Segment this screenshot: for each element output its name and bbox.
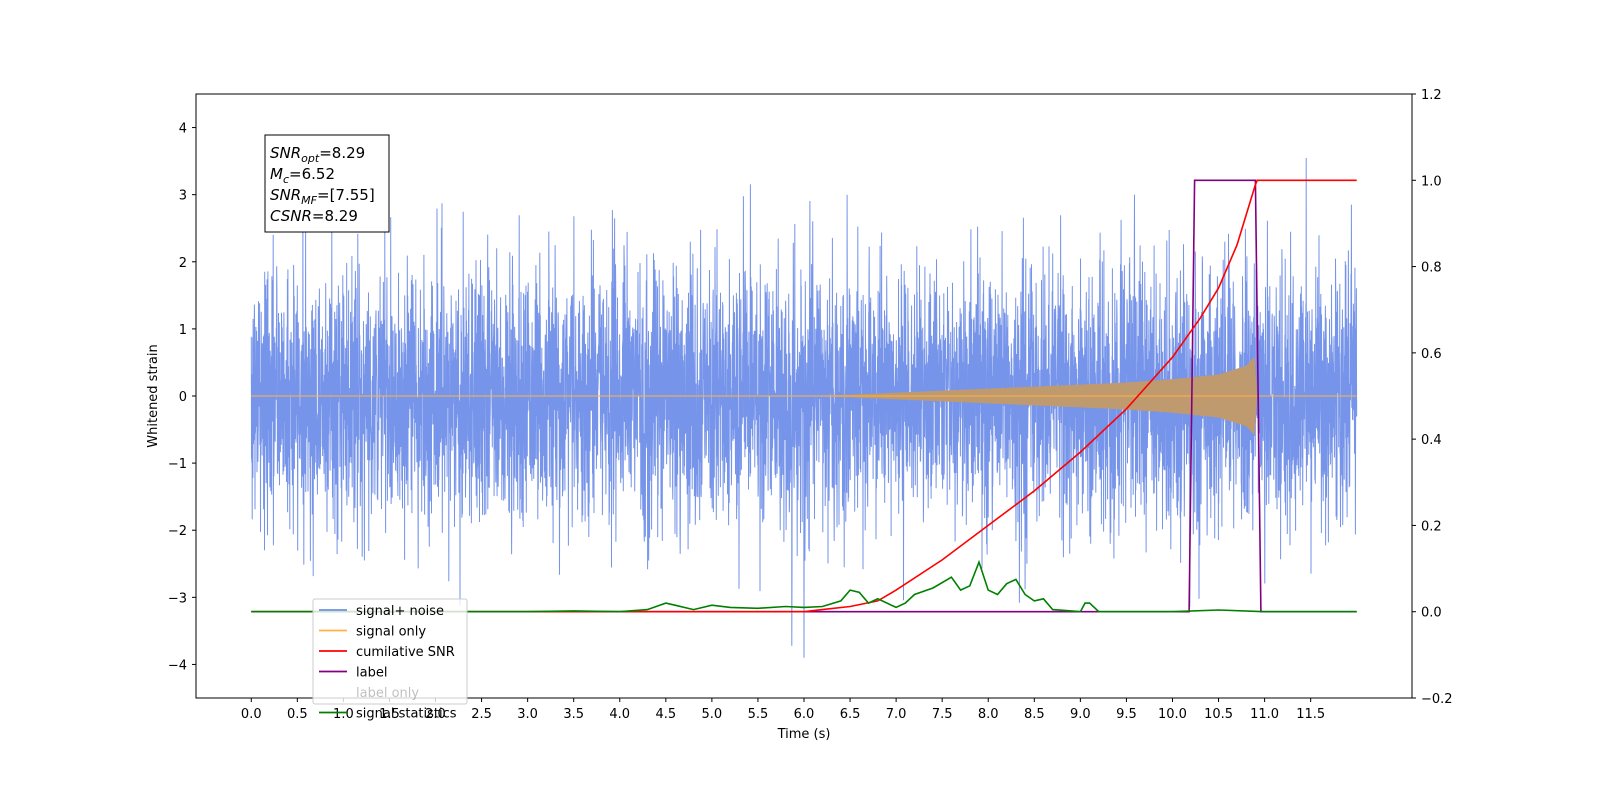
stats-box-frame — [264, 134, 390, 233]
x-tick-label: 1.5 — [379, 707, 400, 722]
x-tick-label: 2.0 — [425, 707, 446, 722]
y-tick-label: −4 — [168, 658, 187, 673]
y2-tick-label: 1.0 — [1421, 174, 1442, 189]
series-signal-noise — [250, 157, 1358, 658]
x-tick-label: 9.5 — [1116, 707, 1137, 722]
y2-tick-label: 0.8 — [1421, 261, 1442, 276]
stats-symbol: CSNR — [270, 207, 312, 225]
series-signal-statistics — [251, 559, 1357, 613]
y-tick-label: −3 — [168, 591, 187, 606]
y-axis-left: −4 −3 −2 −1 0 1 2 3 4 — [168, 122, 196, 673]
x-tick-label: 7.5 — [932, 707, 953, 722]
x-axis: 0.0 0.5 1.0 1.5 2.0 2.5 3.0 3.5 4.0 4.5 5.0 5.5 6.0 6… — [241, 698, 1325, 722]
x-tick-label: 7.0 — [886, 707, 907, 722]
y-axis-label: Whitened strain — [146, 344, 161, 447]
x-axis-label: Time (s) — [777, 727, 831, 742]
y-tick-label: 3 — [179, 189, 187, 204]
stats-value: =[7.55] — [317, 186, 375, 204]
y-tick-label: −1 — [168, 457, 187, 472]
stats-value: =6.52 — [289, 165, 335, 183]
legend-label: label only — [356, 686, 419, 701]
stats-line: Mc=6.52 — [270, 165, 335, 186]
y-tick-label: 4 — [179, 122, 187, 137]
stats-symbol: SNR — [270, 186, 301, 204]
x-tick-label: 10.0 — [1158, 707, 1187, 722]
x-tick-label: 0.5 — [287, 707, 308, 722]
stats-subscript: c — [283, 173, 289, 186]
x-tick-label: 11.5 — [1296, 707, 1325, 722]
legend: signal+ noise signal only cumilative SNR la… — [312, 598, 468, 722]
legend-label: label — [356, 666, 387, 681]
y2-tick-label: 0.4 — [1421, 433, 1442, 448]
stats-line: SNRMF=[7.55] — [270, 186, 375, 207]
legend-frame — [312, 598, 468, 705]
y2-tick-label: 0.2 — [1421, 519, 1442, 534]
x-tick-label: 2.5 — [471, 707, 492, 722]
legend-label: signal statistics — [356, 707, 457, 722]
stats-value: =8.29 — [319, 144, 365, 162]
x-tick-label: 3.0 — [517, 707, 538, 722]
y2-tick-label: −0.2 — [1421, 692, 1453, 707]
stats-value: =8.29 — [312, 207, 358, 225]
y-tick-label: 0 — [179, 390, 187, 405]
x-tick-label: 8.5 — [1024, 707, 1045, 722]
x-tick-label: 4.5 — [655, 707, 676, 722]
stats-subscript: opt — [301, 152, 320, 165]
legend-label: cumilative SNR — [356, 645, 455, 660]
y2-tick-label: 0.0 — [1421, 606, 1442, 621]
y-tick-label: 2 — [179, 256, 187, 271]
x-tick-label: 10.5 — [1204, 707, 1233, 722]
y2-tick-label: 1.2 — [1421, 88, 1442, 103]
x-tick-label: 4.0 — [609, 707, 630, 722]
y2-tick-label: 0.6 — [1421, 347, 1442, 362]
x-tick-label: 3.5 — [563, 707, 584, 722]
stats-symbol: M — [270, 165, 283, 183]
x-tick-label: 5.0 — [702, 707, 723, 722]
x-tick-label: 0.0 — [241, 707, 262, 722]
x-tick-label: 5.5 — [748, 707, 769, 722]
plot-area — [250, 157, 1358, 658]
stats-subscript: MF — [301, 194, 317, 207]
x-tick-label: 8.0 — [978, 707, 999, 722]
x-tick-label: 6.0 — [794, 707, 815, 722]
stats-line: SNRopt=8.29 — [270, 144, 365, 165]
stats-symbol: SNR — [270, 144, 301, 162]
legend-label: signal only — [356, 625, 426, 640]
x-tick-label: 9.0 — [1070, 707, 1091, 722]
y-tick-label: −2 — [168, 524, 187, 539]
stats-line: CSNR=8.29 — [270, 207, 358, 225]
series-cumulative-snr — [251, 179, 1357, 613]
y-axis-right: −0.2 0.0 0.2 0.4 0.6 0.8 1.0 1.2 — [1412, 88, 1453, 707]
x-tick-label: 1.0 — [333, 707, 354, 722]
x-tick-label: 11.0 — [1250, 707, 1279, 722]
legend-label: signal+ noise — [356, 604, 444, 619]
y-tick-label: 1 — [179, 323, 187, 338]
x-tick-label: 6.5 — [840, 707, 861, 722]
